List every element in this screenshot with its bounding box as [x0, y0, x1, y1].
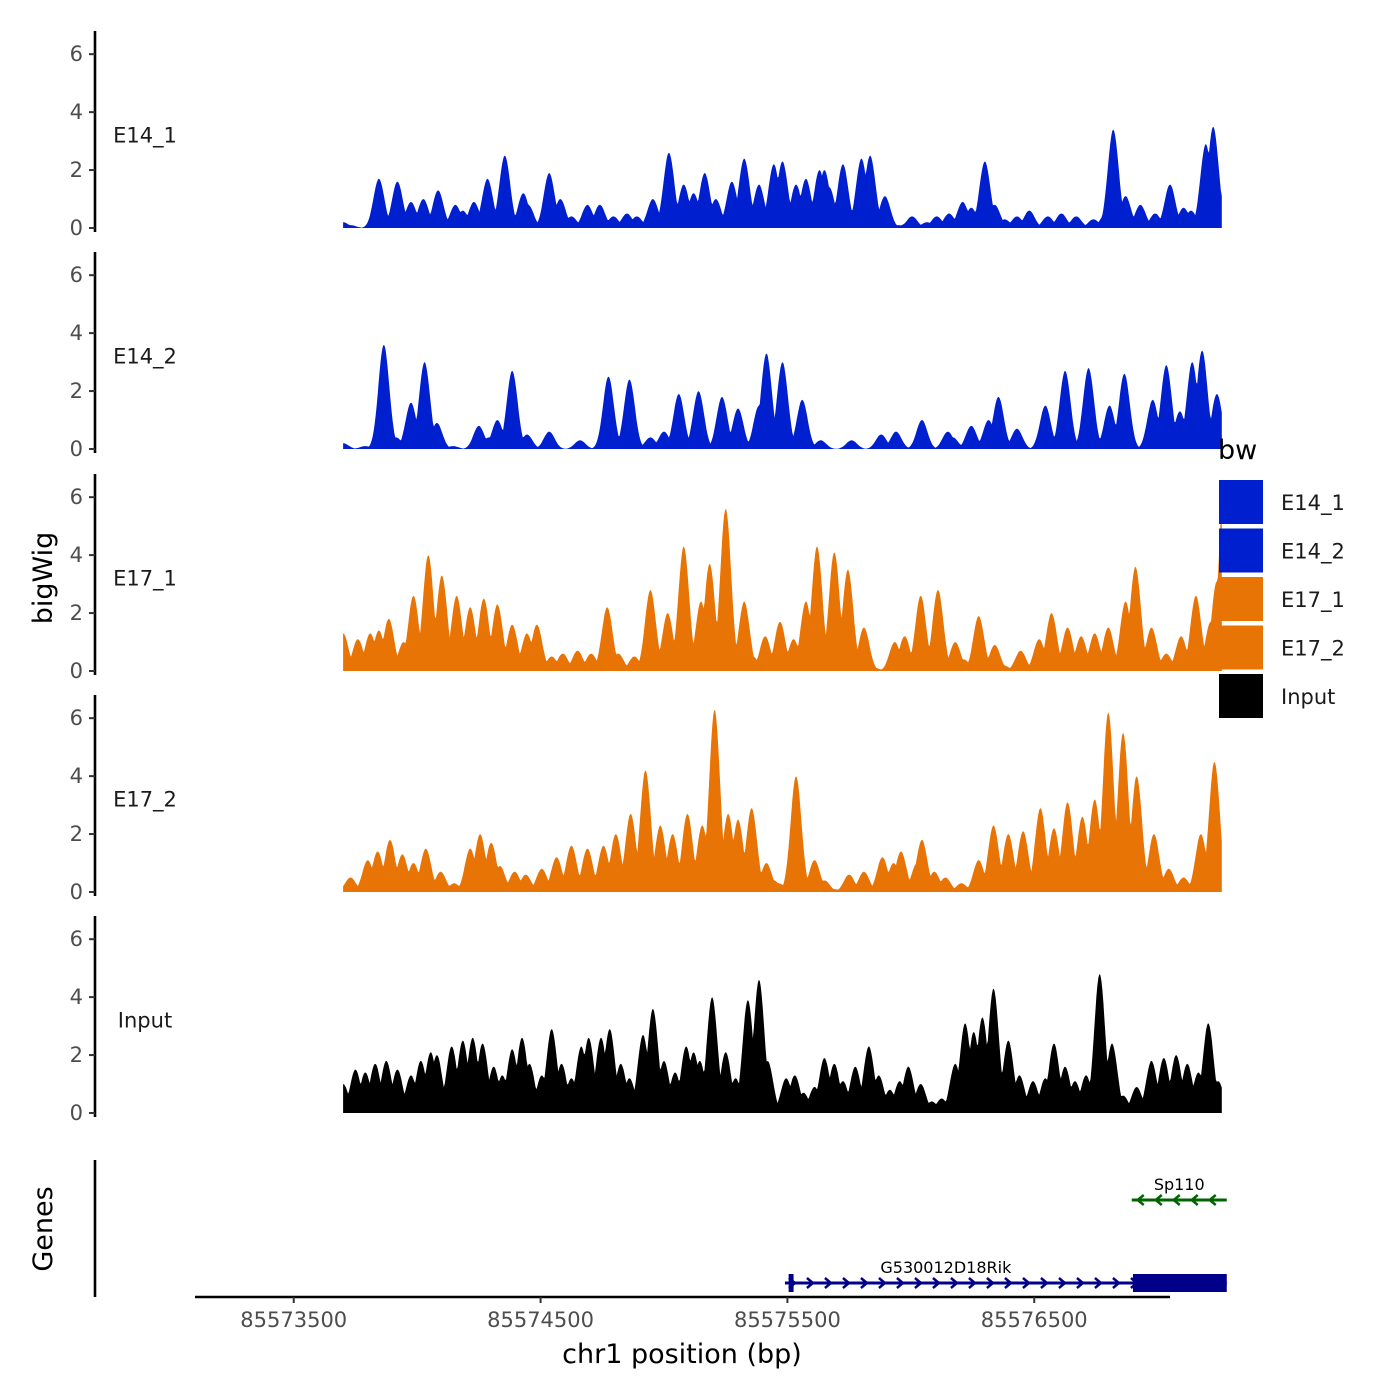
legend-swatch — [1219, 625, 1263, 670]
gene-g530012d18rik: G530012D18Rik — [784, 1258, 1227, 1292]
y-tick-label: 6 — [70, 927, 83, 951]
track-input: 0 2 4 6 Input — [70, 916, 1222, 1125]
legend-label: E17_2 — [1281, 637, 1345, 662]
legend-label: Input — [1281, 685, 1335, 709]
strand-arrow — [1153, 1194, 1163, 1206]
y-tick-label: 6 — [70, 485, 83, 509]
legend-swatch — [1219, 528, 1263, 573]
legend-swatch — [1219, 577, 1263, 621]
coverage-area — [343, 974, 1222, 1113]
y-tick-label: 4 — [70, 764, 83, 788]
y-tick-label: 2 — [70, 379, 83, 403]
exon — [788, 1274, 794, 1292]
track-e14-2: 0 2 4 6 E14_2 — [70, 252, 1222, 461]
legend-label: E14_1 — [1281, 491, 1345, 516]
y-tick-label: 0 — [70, 659, 83, 683]
strand-arrow — [914, 1277, 923, 1289]
legend-swatch — [1219, 674, 1263, 718]
coverage-area — [343, 344, 1222, 449]
y-tick-label: 2 — [70, 158, 83, 182]
gene-sp110: Sp110 — [1131, 1175, 1227, 1206]
strand-arrow — [878, 1277, 887, 1289]
x-tick-label: 85573500 — [240, 1308, 347, 1332]
track-label: E14_2 — [113, 344, 177, 369]
gene-label: Sp110 — [1154, 1175, 1205, 1194]
strand-arrow — [968, 1277, 977, 1289]
exon — [1132, 1274, 1227, 1292]
strand-arrow — [932, 1277, 941, 1289]
strand-arrow — [824, 1277, 833, 1289]
y-tick-label: 6 — [70, 263, 83, 287]
y-tick-label: 2 — [70, 1043, 83, 1067]
track-e17-2: 0 2 4 6 E17_2 — [70, 695, 1222, 904]
strand-arrow — [896, 1277, 905, 1289]
track-label: E17_1 — [113, 566, 177, 591]
strand-arrow — [1171, 1194, 1181, 1206]
y-tick-label: 2 — [70, 601, 83, 625]
y-tick-label: 0 — [70, 437, 83, 461]
strand-arrow — [1040, 1277, 1049, 1289]
x-axis: 85573500 85574500 85575500 85576500 — [195, 1295, 1170, 1332]
x-tick-label: 85574500 — [487, 1308, 594, 1332]
y-tick-label: 0 — [70, 880, 83, 904]
coverage-area — [343, 501, 1222, 671]
strand-arrow — [1135, 1194, 1145, 1206]
strand-arrow — [860, 1277, 869, 1289]
track-label: E14_1 — [113, 123, 177, 148]
strand-arrow — [950, 1277, 959, 1289]
strand-arrow — [1207, 1194, 1217, 1206]
x-tick-label: 85576500 — [981, 1308, 1088, 1332]
strand-arrow — [986, 1277, 995, 1289]
strand-arrow — [842, 1277, 851, 1289]
legend-label: E17_1 — [1281, 588, 1345, 613]
y-tick-label: 2 — [70, 822, 83, 846]
y-tick-label: 6 — [70, 42, 83, 66]
x-tick-label: 85575500 — [734, 1308, 841, 1332]
genes-panel: Sp110 G530012D18Rik — [93, 1160, 1227, 1297]
signal-tracks: 0 2 4 6 E14_1 0 2 4 6 E14_2 0 2 4 6 E17_1 0 2 4 6 E17_2 0 2 4 6… — [70, 31, 1222, 1125]
genes-axis-title: Genes — [28, 1186, 59, 1271]
legend-title: bw — [1218, 435, 1257, 466]
gene-label: G530012D18Rik — [880, 1258, 1012, 1277]
strand-arrow — [1094, 1277, 1103, 1289]
strand-arrow — [1058, 1277, 1067, 1289]
coverage-area — [343, 709, 1222, 892]
y-tick-label: 0 — [70, 216, 83, 240]
track-e17-1: 0 2 4 6 E17_1 — [70, 474, 1222, 683]
y-axis-title: bigWig — [28, 532, 59, 625]
strand-arrow — [1004, 1277, 1013, 1289]
track-label: E17_2 — [113, 787, 177, 812]
strand-arrow — [1189, 1194, 1199, 1206]
strand-arrow — [1076, 1277, 1085, 1289]
y-tick-label: 4 — [70, 543, 83, 567]
y-tick-label: 4 — [70, 985, 83, 1009]
coverage-area — [343, 126, 1222, 228]
y-tick-label: 4 — [70, 321, 83, 345]
track-label: Input — [118, 1008, 172, 1032]
y-tick-label: 6 — [70, 706, 83, 730]
track-e14-1: 0 2 4 6 E14_1 — [70, 31, 1222, 240]
y-tick-label: 0 — [70, 1101, 83, 1125]
strand-arrow — [1112, 1277, 1121, 1289]
strand-arrow — [1022, 1277, 1031, 1289]
y-tick-label: 4 — [70, 100, 83, 124]
x-axis-title: chr1 position (bp) — [562, 1339, 802, 1370]
legend: bw E14_1 E14_2 E17_1 E17_2 Input — [1218, 435, 1345, 718]
legend-label: E14_2 — [1281, 540, 1345, 565]
legend-swatch — [1219, 480, 1263, 524]
strand-arrow — [806, 1277, 815, 1289]
